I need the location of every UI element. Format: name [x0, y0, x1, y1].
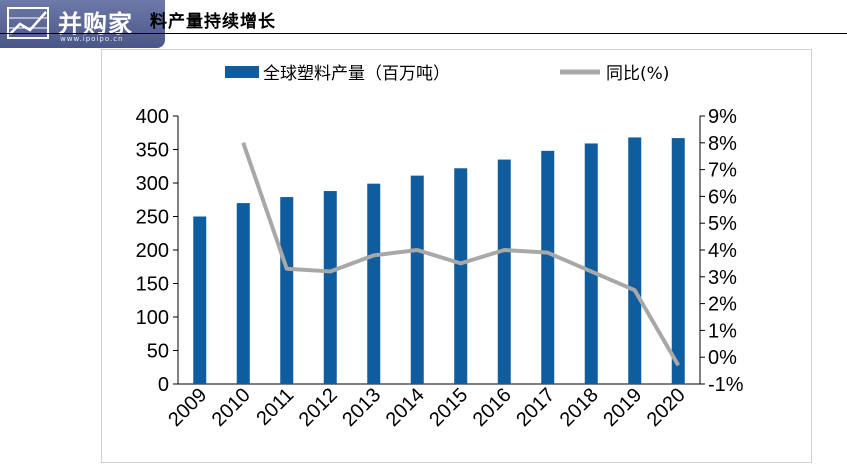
- bar-2009: [193, 216, 207, 384]
- yoy-point-2015: [460, 262, 462, 264]
- x-tick-label: 2016: [469, 384, 516, 431]
- bar-2017: [541, 150, 555, 384]
- chart-frame: [101, 49, 812, 463]
- y-right-tick-label: 7%: [708, 160, 737, 182]
- x-tick-label: 2020: [643, 384, 690, 431]
- axes: 0 50 100 150 200 250 300 350 400 -1% 0% 1% 2% 3% 4% 5% 6…: [136, 106, 744, 396]
- y-left-tick-label: 350: [136, 140, 169, 162]
- x-tick-label: 2010: [208, 384, 255, 431]
- bar-2018: [584, 143, 598, 384]
- bar-2020: [671, 138, 685, 384]
- yoy-point-2019: [634, 289, 636, 291]
- bar-2016: [497, 159, 511, 384]
- y-right-tick-label: 1%: [708, 320, 737, 342]
- yoy-point-2016: [503, 249, 505, 251]
- bar-2010: [236, 203, 250, 384]
- yoy-point-2011: [286, 268, 288, 270]
- bar-2011: [280, 197, 294, 384]
- y-left-tick-label: 150: [136, 274, 169, 296]
- yoy-point-2014: [416, 249, 418, 251]
- x-tick-label: 2015: [425, 384, 472, 431]
- x-tick-label: 2017: [512, 384, 559, 431]
- x-tick-label: 2018: [556, 384, 603, 431]
- bar-2015: [454, 168, 468, 384]
- bar-2012: [323, 191, 337, 384]
- y-right-tick-label: 2%: [708, 294, 737, 316]
- y-left-tick-label: 250: [136, 207, 169, 229]
- y-left-tick-label: 200: [136, 240, 169, 262]
- title-divider: [0, 33, 847, 34]
- page-title: 料产量持续增长: [150, 12, 276, 32]
- line-series: [241, 142, 680, 367]
- legend: 全球塑料产量（百万吨） 同比(%): [225, 64, 669, 84]
- y-left-tick-label: 100: [136, 307, 169, 329]
- x-axis-ticks: 2009201020112012201320142015201620172018…: [164, 384, 690, 431]
- y-right-tick-label: 8%: [708, 133, 737, 155]
- y-left-tick-label: 0: [158, 374, 169, 396]
- y-right-tick-label: 3%: [708, 267, 737, 289]
- logo-chart-icon: [7, 7, 49, 39]
- yoy-point-2012: [329, 270, 331, 272]
- bar-2014: [410, 175, 424, 384]
- y-left-tick-label: 300: [136, 173, 169, 195]
- bar-2019: [628, 137, 642, 384]
- yoy-point-2017: [547, 252, 549, 254]
- x-tick-label: 2019: [599, 384, 646, 431]
- yoy-point-2018: [590, 270, 592, 272]
- legend-label-line: 同比(%): [606, 64, 669, 84]
- y-left-tick-label: 400: [136, 106, 169, 128]
- bars: [193, 137, 685, 384]
- y-right-tick-label: -1%: [708, 374, 744, 396]
- yoy-point-2010: [242, 142, 244, 144]
- x-tick-label: 2011: [252, 384, 298, 430]
- bar-2013: [367, 183, 381, 384]
- x-tick-label: 2013: [338, 384, 385, 431]
- y-right-tick-label: 4%: [708, 240, 737, 262]
- yoy-point-2013: [373, 254, 375, 256]
- legend-swatch-bar: [225, 66, 259, 78]
- logo-url: www.ipoipo.cn: [60, 35, 124, 43]
- yoy-point-2020: [677, 364, 679, 366]
- legend-label-bar: 全球塑料产量（百万吨）: [263, 64, 450, 84]
- x-tick-label: 2014: [382, 384, 429, 431]
- x-tick-label: 2009: [164, 384, 211, 431]
- y-right-tick-label: 9%: [708, 106, 737, 128]
- y-right-tick-label: 6%: [708, 186, 737, 208]
- y-right-tick-label: 0%: [708, 347, 737, 369]
- y-right-tick-label: 5%: [708, 213, 737, 235]
- x-tick-label: 2012: [295, 384, 342, 431]
- y-left-tick-label: 50: [147, 341, 169, 363]
